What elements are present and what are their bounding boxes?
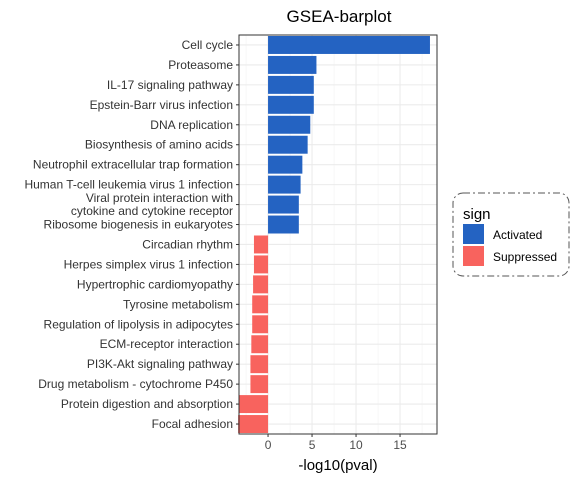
legend-label-activated: Activated [493,228,542,242]
category-label: Cell cycle [182,38,234,52]
category-label: Neutrophil extracellular trap formation [33,158,233,172]
x-axis-label: -log10(pval) [298,457,377,474]
bar [268,55,317,74]
x-tick-label: 10 [349,438,363,452]
plot-panel [239,35,437,434]
bar [268,215,299,234]
category-label: IL-17 signaling pathway [107,78,233,92]
category-label: DNA replication [150,118,233,132]
category-label: Drug metabolism - cytochrome P450 [38,377,233,391]
category-label: Hypertrophic cardiomyopathy [77,277,233,291]
x-axis-ticks: 0 5 10 15 [265,434,407,452]
bar [253,275,269,294]
bar [252,315,269,334]
category-label: Circadian rhythm [142,237,233,251]
category-label: PI3K-Akt signaling pathway [87,357,233,371]
bar [238,415,269,434]
bar [268,35,430,54]
category-label: Proteasome [168,58,233,72]
category-labels: Cell cycle Proteasome IL-17 signaling path… [24,38,239,431]
category-label: ECM-receptor interaction [100,337,233,351]
bar [252,295,269,314]
legend-label-suppressed: Suppressed [493,250,557,264]
bar [253,255,269,274]
bar [268,195,299,214]
bar [268,95,314,114]
bar [250,375,269,394]
category-label: Ribosome biogenesis in eukaryotes [44,218,233,232]
bars [238,35,430,434]
category-label: Regulation of lipolysis in adipocytes [44,317,233,331]
category-label: Tyrosine metabolism [123,297,233,311]
bar [268,175,301,194]
category-label: Human T-cell leukemia virus 1 infection [24,178,233,192]
plot-border [238,34,438,435]
legend-swatch-suppressed [463,246,484,266]
bar [239,395,269,414]
category-label: Focal adhesion [152,417,233,431]
chart-title: GSEA-barplot [287,7,392,26]
legend: sign Activated Suppressed [452,192,570,277]
bar [253,235,269,254]
category-label: Epstein-Barr virus infection [90,98,233,112]
x-tick-label: 15 [393,438,407,452]
bar [250,355,269,374]
bar [268,135,308,154]
category-label: Viral protein interaction with cytokine a… [71,191,233,218]
legend-title: sign [463,206,491,223]
category-label: Protein digestion and absorption [61,397,233,411]
category-label: Biosynthesis of amino acids [85,138,233,152]
x-tick-label: 5 [309,438,316,452]
bar [268,155,303,174]
category-label: Herpes simplex virus 1 infection [64,257,233,271]
x-tick-label: 0 [265,438,272,452]
legend-swatch-activated [463,224,484,244]
bar [268,75,314,94]
bar [268,115,311,134]
bar [251,335,269,354]
